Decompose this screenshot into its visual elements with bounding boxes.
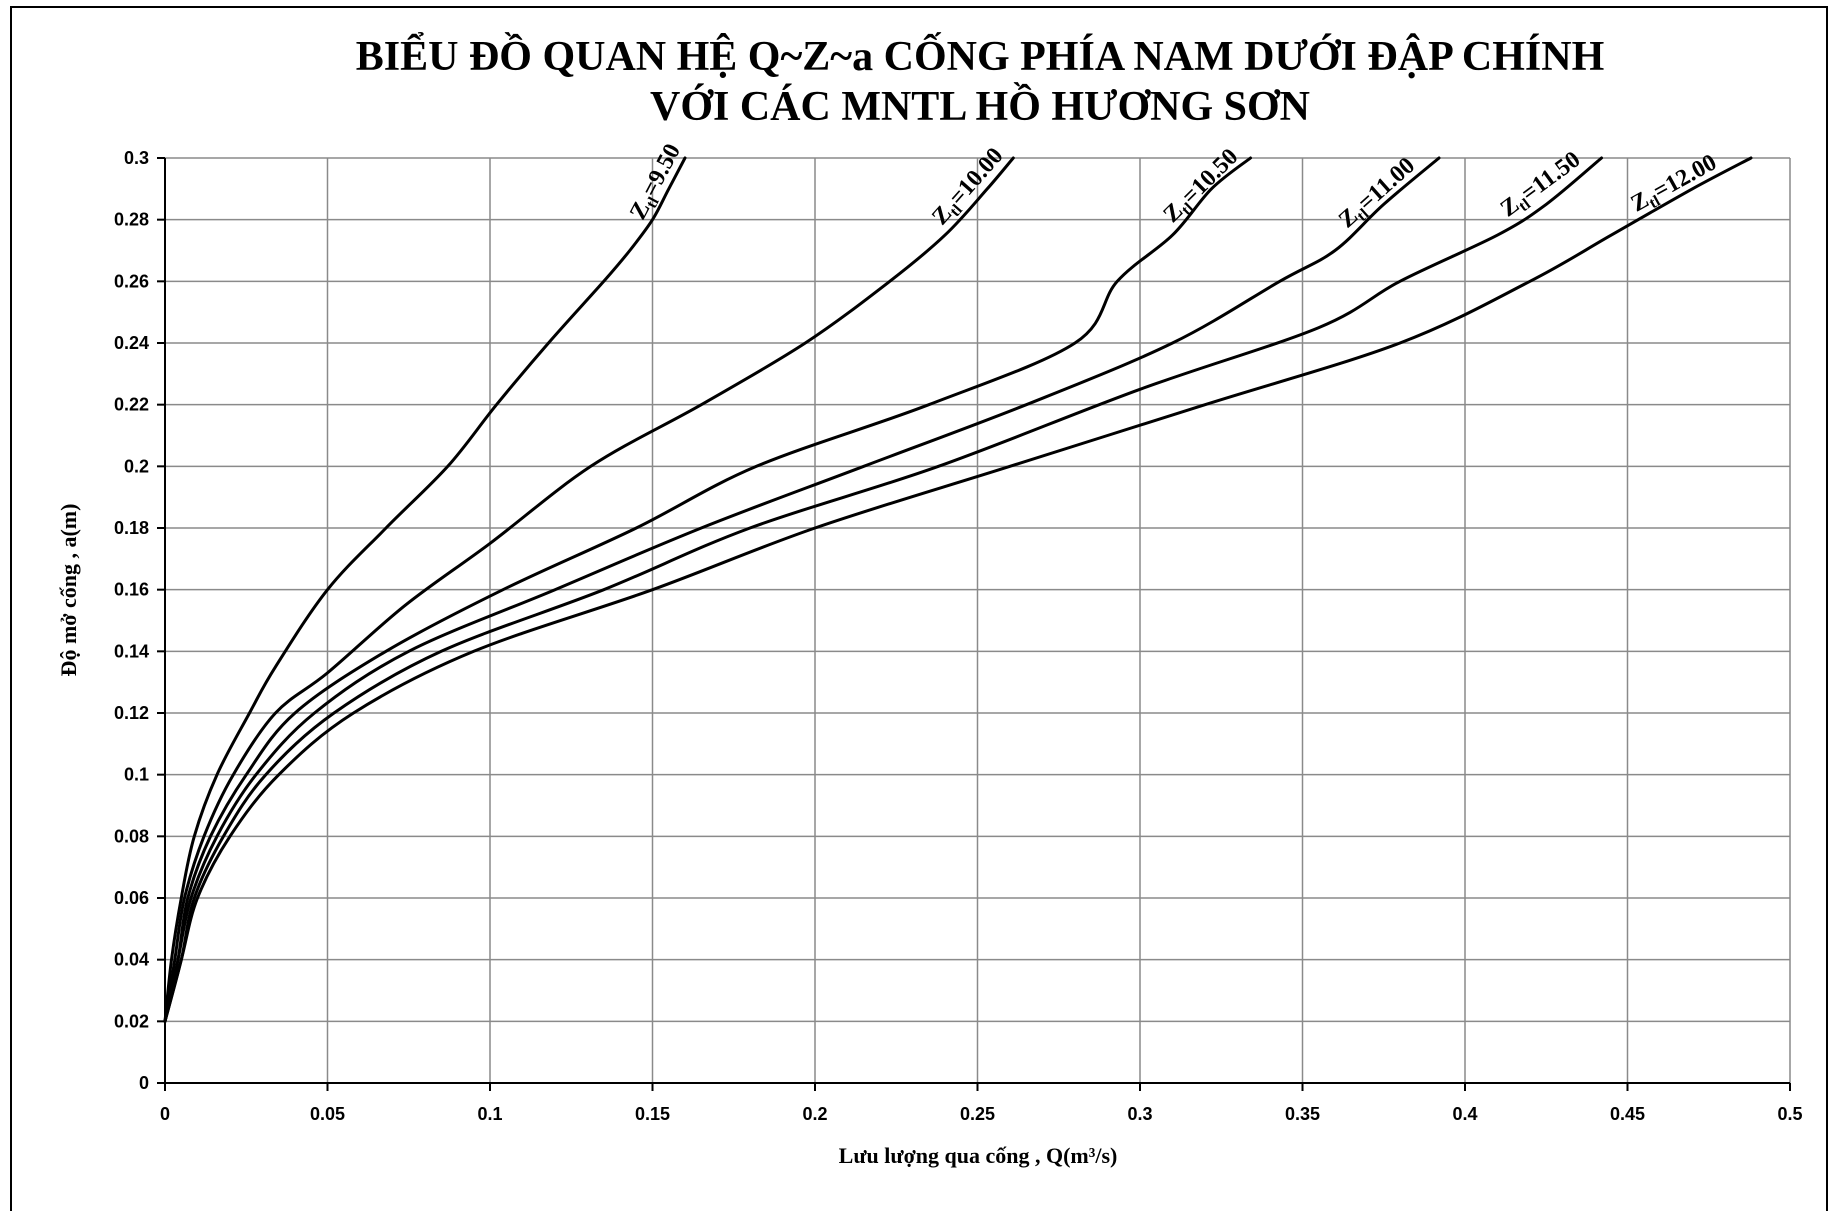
y-tick-label: 0.16 xyxy=(114,580,149,600)
x-tick-label: 0 xyxy=(160,1104,170,1124)
series-line-5 xyxy=(163,156,1753,1023)
y-tick-label: 0.26 xyxy=(114,271,149,291)
series-lines xyxy=(163,156,1753,1023)
y-tick-label: 0.22 xyxy=(114,395,149,415)
x-tick-label: 0.15 xyxy=(635,1104,670,1124)
series-line-3 xyxy=(163,156,1441,1023)
y-tick-label: 0.06 xyxy=(114,888,149,908)
x-tick-label: 0.35 xyxy=(1285,1104,1320,1124)
x-tick-label: 0.05 xyxy=(310,1104,345,1124)
y-tick-label: 0.02 xyxy=(114,1011,149,1031)
y-tick-label: 0.14 xyxy=(114,641,149,661)
y-tick-label: 0.28 xyxy=(114,210,149,230)
series-label-text: Ztl=10.00 xyxy=(927,143,1011,232)
series-label-2: Ztl=10.50 xyxy=(1159,144,1246,230)
x-axis-label: Lưu lượng qua cống , Q(m³/s) xyxy=(839,1143,1118,1168)
y-tick-label: 0.12 xyxy=(114,703,149,723)
series-label-text: Ztl=11.00 xyxy=(1334,153,1422,236)
x-tick-label: 0.2 xyxy=(802,1104,827,1124)
series-label-text: Ztl=12.00 xyxy=(1627,149,1723,220)
y-tick-label: 0.24 xyxy=(114,333,149,353)
y-tick-label: 0.1 xyxy=(124,765,149,785)
x-tick-label: 0.3 xyxy=(1127,1104,1152,1124)
series-label-5: Ztl=12.00 xyxy=(1627,149,1723,220)
series-label-1: Ztl=10.00 xyxy=(927,143,1011,232)
series-line-2 xyxy=(163,156,1252,1023)
y-tick-label: 0 xyxy=(139,1073,149,1093)
chart-title-line-1: BIỂU ĐỒ QUAN HỆ Q~Z~a CỐNG PHÍA NAM DƯỚI… xyxy=(356,31,1605,80)
series-label-3: Ztl=11.00 xyxy=(1334,153,1422,236)
y-tick-label: 0.3 xyxy=(124,148,149,168)
x-tick-label: 0.45 xyxy=(1610,1104,1645,1124)
chart-title-line-2: VỚI CÁC MNTL HỒ HƯƠNG SƠN xyxy=(650,82,1310,130)
x-tick-label: 0.4 xyxy=(1452,1104,1477,1124)
series-label-text: Ztl=10.50 xyxy=(1159,144,1246,230)
x-tick-label: 0.5 xyxy=(1777,1104,1802,1124)
x-tick-labels: 0 0.05 0.1 0.15 0.2 0.25 0.3 0.35 0.4 0.45 0.5 xyxy=(160,1104,1803,1124)
y-tick-label: 0.04 xyxy=(114,950,149,970)
x-tick-label: 0.25 xyxy=(960,1104,995,1124)
y-tick-label: 0.08 xyxy=(114,826,149,846)
series-line-1 xyxy=(163,156,1015,1023)
axes xyxy=(157,157,1791,1091)
grid xyxy=(165,157,1791,1083)
x-tick-label: 0.1 xyxy=(477,1104,502,1124)
y-tick-labels: 0 0.02 0.04 0.06 0.08 0.1 0.12 0.14 0.16 0.18 0.2 0… xyxy=(114,148,149,1093)
y-tick-label: 0.2 xyxy=(124,456,149,476)
series-line-0 xyxy=(163,156,687,1023)
y-axis-label: Độ mở cống , a(m) xyxy=(56,504,81,677)
y-tick-label: 0.18 xyxy=(114,518,149,538)
series-line-4 xyxy=(163,156,1603,1023)
